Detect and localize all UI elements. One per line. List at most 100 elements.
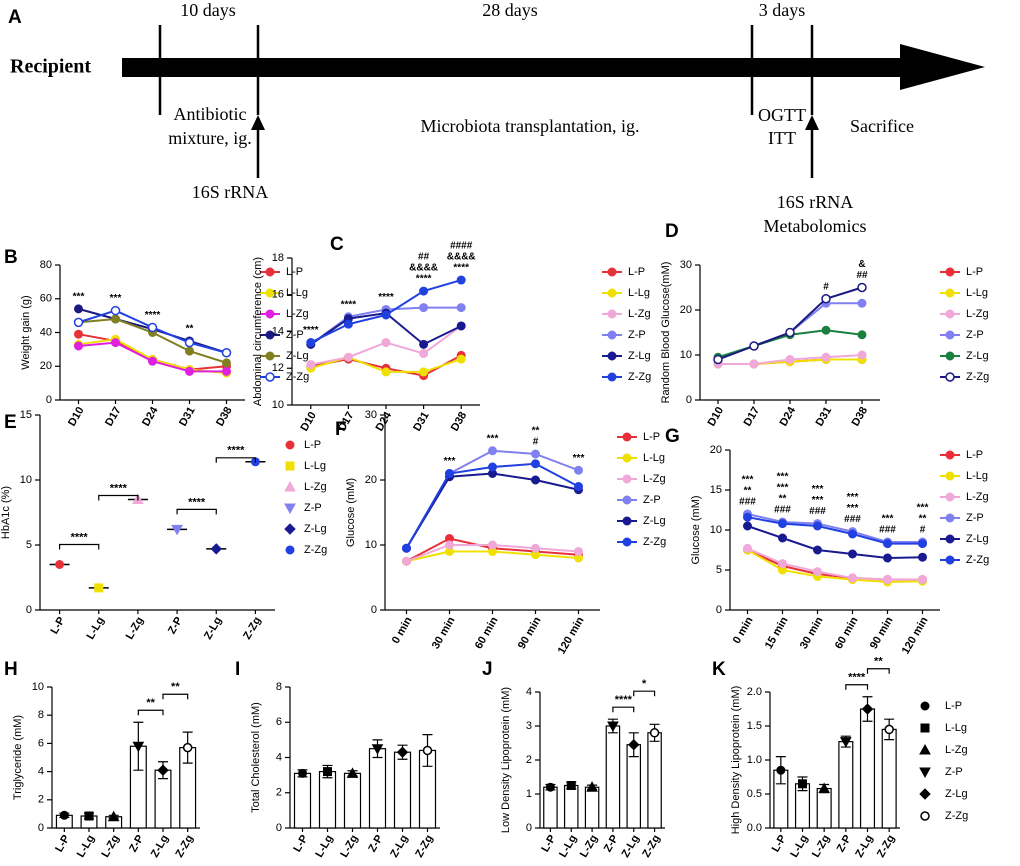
y-tick-label: 0.0 (747, 822, 762, 834)
y-tick-label: 15 (20, 409, 32, 421)
x-tick-label: 15 min (763, 615, 791, 651)
x-tick-label: L-Zg (578, 833, 600, 860)
data-point (74, 341, 83, 351)
significance: **** (453, 263, 469, 274)
period: 28 days (482, 0, 538, 20)
legend-marker (622, 453, 632, 463)
group-marker (298, 768, 307, 778)
legend-marker (607, 351, 617, 361)
data-point (749, 341, 759, 351)
y-tick-label: 60 (40, 293, 52, 305)
data-point (574, 547, 583, 556)
legend-marker (265, 288, 275, 298)
y-tick-label: 0 (526, 822, 532, 834)
x-tick-label: L-P (53, 833, 72, 854)
significance: **** (378, 292, 394, 303)
legend-label: L-Zg (966, 308, 989, 320)
x-tick-label: 30 min (430, 615, 458, 651)
y-tick-label: 10 (365, 539, 377, 551)
bar (563, 784, 579, 829)
legend-marker (945, 330, 955, 340)
bar (368, 748, 387, 829)
comparison-label: **** (848, 672, 866, 684)
y-tick-label: 10 (710, 524, 722, 536)
sample-arrow (251, 115, 265, 130)
data-point (848, 529, 857, 539)
x-tick-label: D31 (177, 405, 197, 428)
x-tick-label: D10 (298, 410, 318, 433)
y-tick-label: 16 (272, 289, 284, 301)
data-point (343, 319, 353, 329)
data-point (419, 286, 429, 296)
series-line (405, 472, 579, 549)
data-point (743, 521, 752, 531)
series-line (747, 516, 923, 545)
legend-marker (919, 788, 931, 800)
significance: *** (444, 456, 456, 467)
data-point (147, 322, 158, 333)
x-tick-label: L-Lg (85, 615, 107, 642)
data-point (574, 482, 583, 491)
legend-marker (265, 309, 275, 319)
data-point (531, 449, 540, 459)
group-marker (132, 741, 145, 753)
significance: *** (573, 453, 585, 464)
group-marker (818, 782, 831, 794)
legend-marker (265, 330, 275, 340)
y-tick-label: 0 (686, 394, 692, 406)
group-marker (628, 738, 640, 751)
y-tick-label: 10 (20, 474, 32, 486)
series-line (747, 549, 923, 584)
data-point (185, 366, 194, 376)
series-line (747, 513, 923, 543)
y-tick-label: 15 (710, 484, 722, 496)
x-tick-label: Z-Zg (413, 833, 435, 860)
significance: *** (487, 433, 499, 444)
legend-marker (945, 492, 955, 502)
y-tick-label: 10 (32, 681, 44, 693)
x-tick-label: D38 (449, 410, 469, 433)
y-tick-label: 8 (276, 681, 282, 693)
data-point (111, 338, 120, 348)
legend-label: Z-Zg (304, 544, 327, 556)
y-axis-title: Random Blood Glucose(mM) (660, 262, 672, 404)
y-axis-title: Glucose (mM) (345, 478, 357, 547)
legend-label: Z-P (945, 766, 963, 778)
data-point (778, 559, 787, 569)
legend-marker (920, 701, 930, 711)
x-tick-label: Z-P (166, 615, 185, 636)
y-tick-label: 4 (276, 751, 282, 763)
legend-marker (945, 555, 955, 565)
legend-marker (265, 351, 275, 361)
legend-marker (284, 503, 296, 515)
y-axis-title: HbA1c (%) (0, 486, 12, 539)
bar (543, 786, 558, 829)
legend-label: Z-P (966, 512, 984, 524)
comparison-bracket (58, 543, 100, 550)
panel-label: F (335, 419, 347, 440)
legend-marker (920, 723, 930, 733)
data-point (785, 327, 795, 338)
legend-label: L-Zg (966, 491, 989, 503)
y-tick-label: 2 (38, 794, 44, 806)
legend-label: L-Lg (966, 470, 988, 482)
data-point (148, 356, 157, 366)
significance: *** (110, 293, 122, 304)
legend-marker (265, 372, 275, 382)
panel-label: D (665, 221, 679, 242)
data-point (419, 349, 429, 359)
y-tick-label: 30 (680, 259, 692, 271)
data-point (184, 337, 195, 348)
data-point (110, 305, 121, 316)
comparison-bracket (866, 668, 890, 674)
y-tick-label: 12 (272, 362, 284, 374)
panel-label: I (235, 659, 240, 680)
group-marker (346, 767, 359, 778)
data-point (848, 573, 857, 583)
y-tick-label: 2 (526, 754, 532, 766)
y-tick-label: 6 (38, 737, 44, 749)
legend-marker (285, 545, 295, 555)
significance: *** (777, 472, 789, 483)
data-point (918, 552, 927, 562)
comparison-bracket (162, 693, 189, 700)
